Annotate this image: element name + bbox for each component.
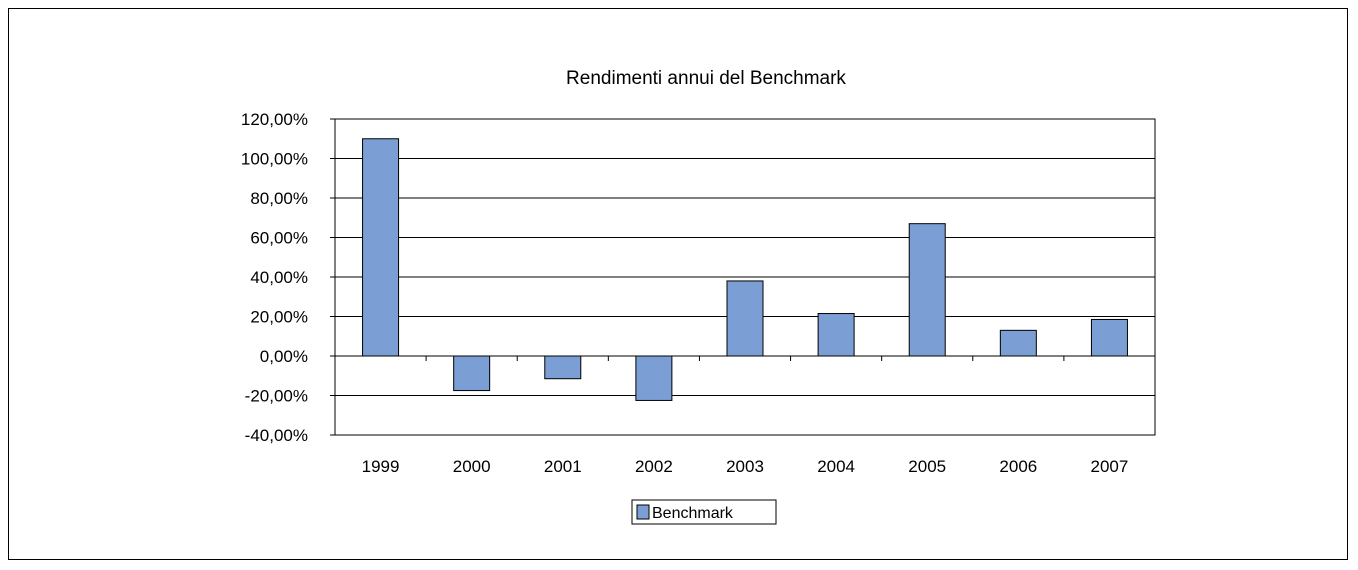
legend-swatch — [636, 504, 650, 520]
y-tick-label: 60,00% — [250, 229, 308, 248]
x-tick-label: 2003 — [726, 457, 764, 476]
y-tick-label: 100,00% — [241, 150, 308, 169]
bar-2002 — [635, 355, 673, 401]
bar-2007 — [1090, 318, 1128, 357]
legend-box — [631, 499, 777, 525]
x-tick-label: 2002 — [635, 457, 673, 476]
x-tick-label: 2005 — [908, 457, 946, 476]
x-tick-label: 2000 — [453, 457, 491, 476]
legend-label: Benchmark — [652, 505, 734, 522]
bar-2004 — [817, 313, 855, 357]
x-tick-label: 2006 — [999, 457, 1037, 476]
x-tick-label: 2001 — [544, 457, 582, 476]
y-tick-label: 0,00% — [260, 347, 308, 366]
legend: Benchmark — [631, 499, 777, 525]
chart-title: Rendimenti annui del Benchmark — [566, 68, 846, 89]
y-tick-label: -20,00% — [245, 387, 308, 406]
chart-frame — [8, 8, 1348, 560]
y-tick-label: 20,00% — [250, 308, 308, 327]
bar-2006 — [999, 329, 1037, 357]
bar-2001 — [544, 355, 582, 380]
bar-2005 — [908, 223, 946, 357]
x-tick-label: 2004 — [817, 457, 855, 476]
bar-2003 — [726, 280, 764, 357]
y-tick-label: -40,00% — [245, 426, 308, 445]
x-tick-label: 2007 — [1091, 457, 1129, 476]
y-tick-label: 120,00% — [241, 110, 308, 129]
bar-2000 — [453, 355, 491, 392]
x-tick-label: 1999 — [362, 457, 400, 476]
plot-area: 120,00% 100,00% 80,00% 60,00% 40,00% 20,00% 0,… — [241, 110, 1156, 476]
y-tick-label: 80,00% — [250, 189, 308, 208]
bar-1999 — [362, 138, 400, 357]
y-tick-label: 40,00% — [250, 268, 308, 287]
